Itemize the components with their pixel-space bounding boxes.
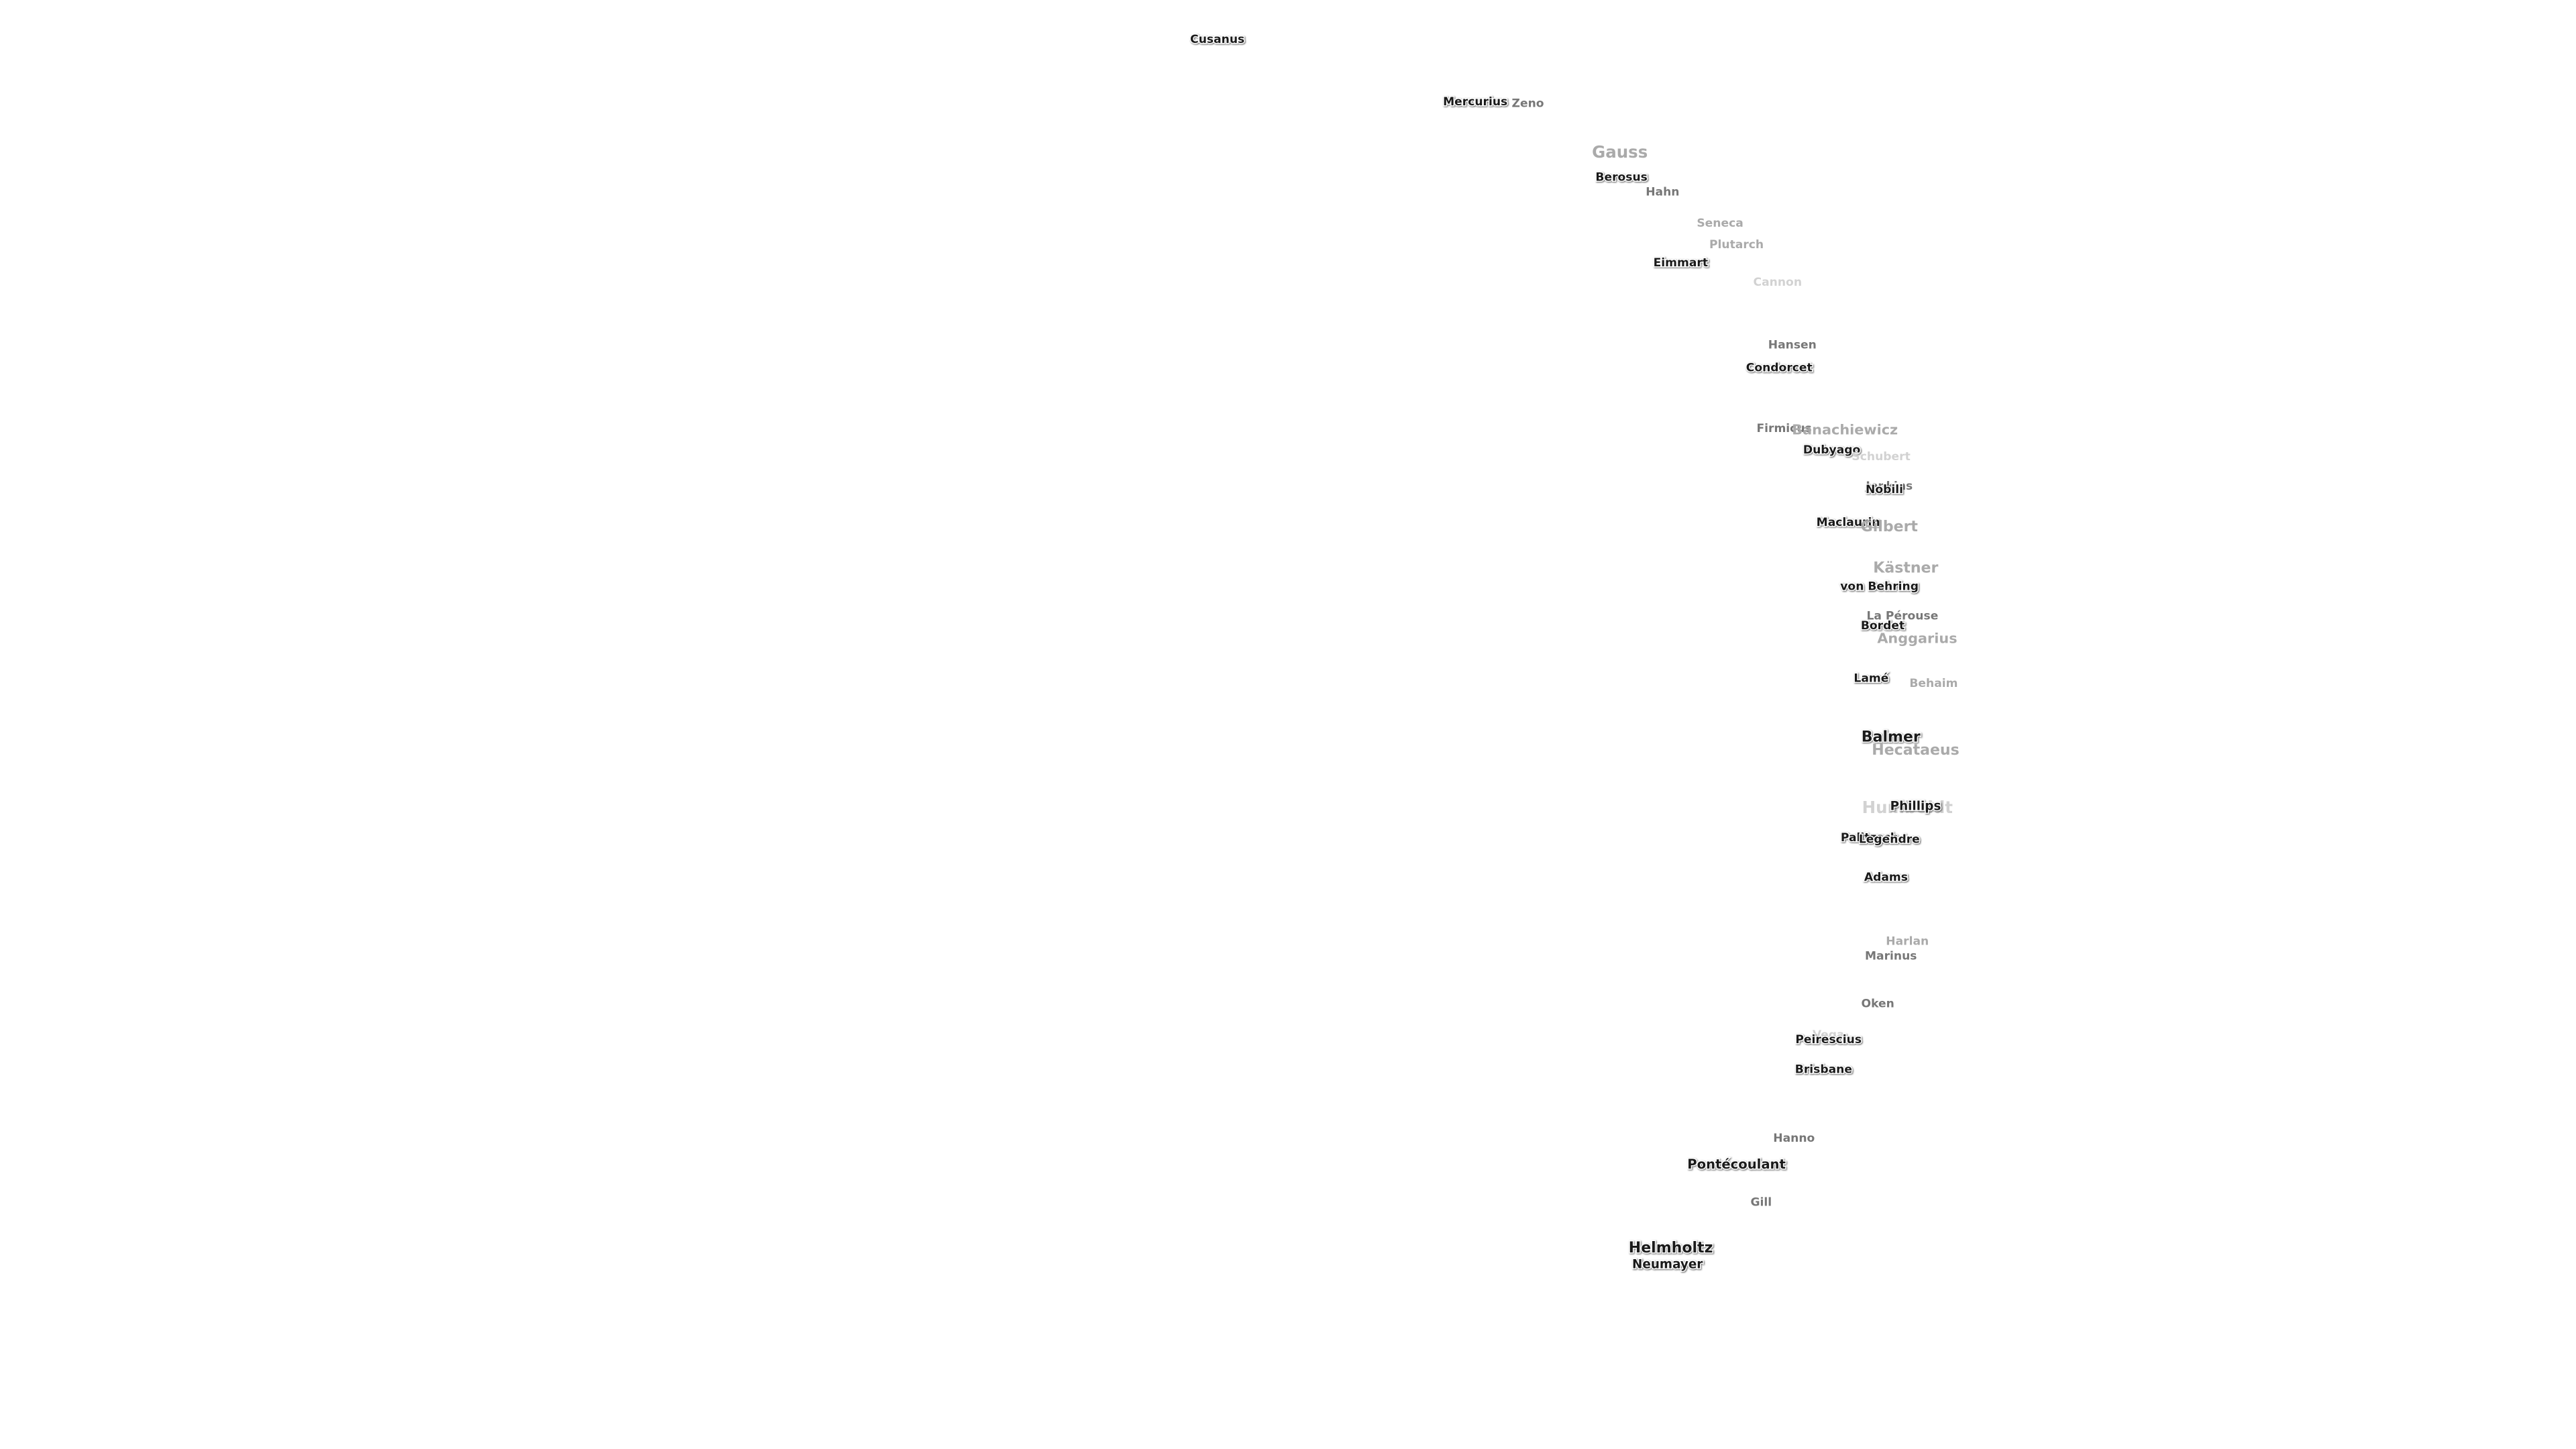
crater-label: Schubert: [1851, 450, 1910, 464]
crater-label: Pontécoulant: [1687, 1157, 1786, 1172]
crater-label: von Behring: [1840, 580, 1919, 593]
crater-label: Condorcet: [1746, 362, 1813, 375]
crater-label: Neumayer: [1632, 1258, 1703, 1272]
crater-label: Dubyago: [1803, 443, 1861, 457]
crater-label: Berosus: [1595, 170, 1647, 184]
crater-label: Brisbane: [1795, 1063, 1852, 1076]
crater-label: Palitzsch: [1841, 831, 1898, 845]
crater-label: Gilbert: [1861, 519, 1919, 535]
crater-label: Balmer: [1862, 729, 1921, 746]
crater-label: Oken: [1862, 997, 1894, 1010]
crater-label: Eimmart: [1654, 256, 1708, 270]
crater-label: Hansen: [1768, 338, 1817, 352]
crater-label: Hecataeus: [1872, 742, 1959, 759]
crater-label: Marinus: [1865, 949, 1917, 963]
crater-label: Cannon: [1754, 276, 1802, 289]
crater-label: Peirescius: [1795, 1033, 1862, 1046]
crater-label: Behaim: [1909, 677, 1957, 690]
crater-label: Humboldt: [1862, 798, 1953, 817]
crater-label: Kästner: [1873, 559, 1938, 576]
crater-label: Legendre: [1859, 833, 1920, 846]
crater-label: Helmholtz: [1629, 1240, 1713, 1256]
crater-label: Adams: [1864, 871, 1908, 884]
crater-label: Firmicus: [1756, 422, 1811, 435]
crater-label: Lamé: [1854, 672, 1888, 685]
crater-label: Hanno: [1773, 1132, 1815, 1145]
crater-label: Seneca: [1697, 217, 1743, 230]
crater-label: Vega: [1813, 1028, 1845, 1042]
crater-label: Banachiewicz: [1792, 422, 1898, 438]
crater-label: Jenkins: [1865, 480, 1913, 493]
crater-label: Cusanus: [1190, 33, 1244, 46]
crater-label: Hahn: [1646, 186, 1679, 199]
crater-label: Bordet: [1861, 619, 1904, 633]
crater-label: La Pérouse: [1867, 609, 1939, 623]
crater-label: Zeno: [1512, 97, 1544, 110]
crater-label: Gauss: [1592, 142, 1648, 162]
crater-label: Phillips: [1890, 799, 1941, 813]
crater-label: Nobili: [1866, 483, 1903, 496]
crater-label: Plutarch: [1709, 238, 1764, 252]
crater-label: Maclaurin: [1817, 516, 1880, 529]
crater-label: Anggarius: [1877, 631, 1957, 647]
crater-label: Harlan: [1886, 934, 1929, 948]
crater-label: Mercurius: [1443, 95, 1507, 109]
crater-label: Gill: [1750, 1196, 1772, 1210]
